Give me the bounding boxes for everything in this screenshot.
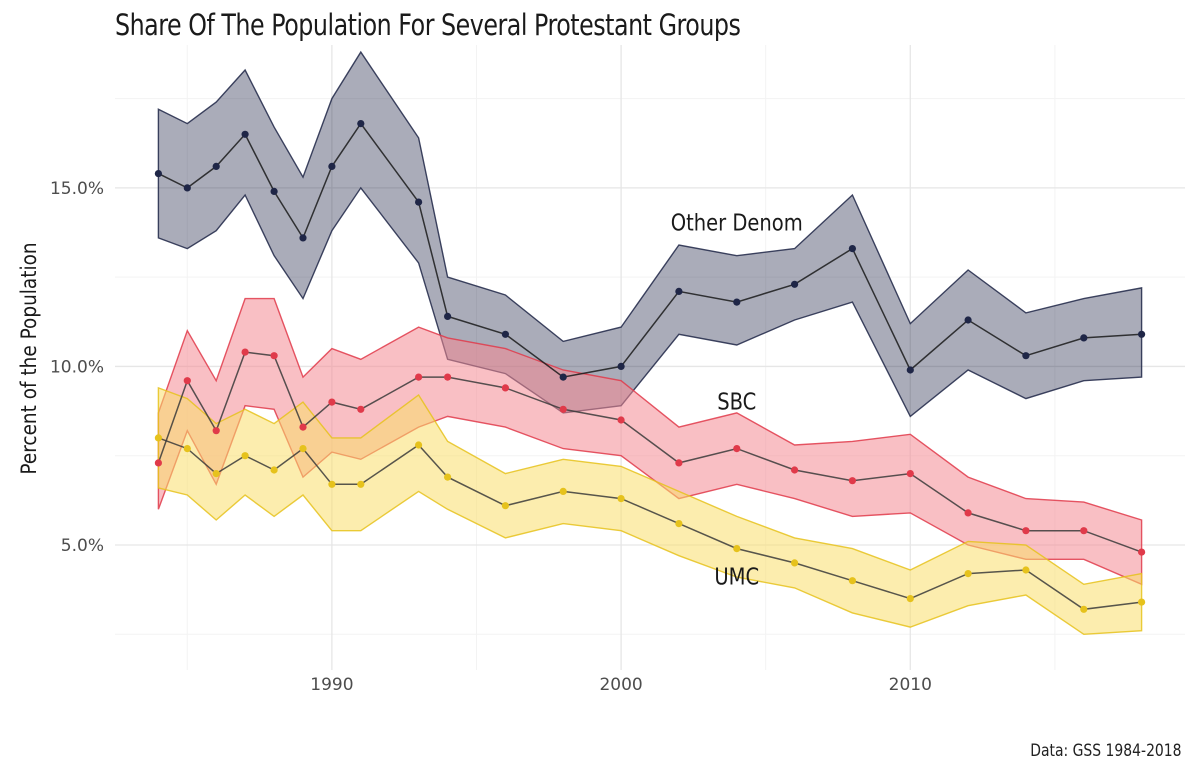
data-point-sbc	[299, 423, 307, 431]
axis-layer: 5.0% 10.0% 15.0% 1990 2000 2010 Percent of the…	[17, 179, 932, 695]
data-point-umc	[241, 452, 249, 460]
data-point-umc	[1080, 605, 1088, 613]
data-point-sbc	[906, 470, 914, 478]
data-point-sbc	[183, 377, 191, 385]
data-point-other-denom	[848, 245, 857, 253]
data-point-umc	[964, 570, 972, 578]
series-label-umc: UMC	[714, 564, 759, 591]
data-point-other-denom	[357, 120, 365, 128]
data-point-other-denom	[1080, 334, 1088, 342]
point-layer	[154, 120, 1146, 613]
series-line-other-denom	[158, 122, 1142, 378]
data-point-other-denom	[241, 130, 249, 138]
data-point-sbc	[733, 445, 741, 453]
data-point-sbc	[964, 509, 972, 517]
data-point-other-denom	[906, 366, 914, 374]
data-point-sbc	[270, 352, 278, 360]
data-point-other-denom	[154, 170, 162, 178]
label-layer: Other Denom SBC UMC	[671, 210, 803, 591]
chart-caption: Data: GSS 1984-2018	[1030, 741, 1182, 761]
data-point-sbc	[415, 373, 423, 381]
data-point-sbc	[444, 373, 452, 381]
x-tick-label: 1990	[310, 675, 353, 695]
data-point-umc	[299, 445, 307, 453]
data-point-sbc	[154, 459, 162, 467]
band-layer	[157, 50, 1143, 636]
data-point-other-denom	[675, 287, 683, 295]
y-tick-label: 5.0%	[61, 536, 104, 556]
data-point-sbc	[1022, 527, 1030, 535]
data-point-umc	[1022, 566, 1030, 574]
data-point-other-denom	[444, 312, 452, 320]
data-point-other-denom	[183, 184, 191, 192]
data-point-other-denom	[270, 187, 278, 195]
data-point-umc	[328, 480, 336, 488]
data-point-other-denom	[212, 162, 220, 170]
data-point-sbc	[212, 427, 220, 435]
data-point-sbc	[1080, 527, 1088, 535]
data-point-sbc	[1138, 548, 1146, 556]
data-point-umc	[183, 445, 191, 453]
data-point-other-denom	[1022, 352, 1030, 360]
data-point-sbc	[357, 405, 365, 413]
data-point-umc	[415, 441, 423, 449]
data-point-umc	[1138, 598, 1146, 606]
data-point-umc	[906, 595, 914, 603]
data-point-umc	[848, 577, 857, 585]
data-point-umc	[733, 545, 741, 553]
data-point-umc	[675, 520, 683, 528]
data-point-other-denom	[791, 280, 799, 288]
series-label-sbc: SBC	[717, 389, 756, 416]
data-point-sbc	[617, 416, 625, 424]
data-point-other-denom	[328, 162, 336, 170]
data-point-umc	[501, 502, 509, 510]
data-point-umc	[154, 434, 162, 442]
data-point-umc	[270, 466, 278, 474]
data-point-sbc	[501, 384, 509, 392]
data-point-umc	[559, 487, 567, 495]
data-point-umc	[617, 495, 625, 503]
data-point-other-denom	[559, 373, 567, 381]
data-point-sbc	[328, 398, 336, 406]
x-tick-label: 2000	[599, 675, 642, 695]
line-layer	[157, 122, 1142, 611]
data-point-other-denom	[501, 330, 509, 338]
series-label-other-denom: Other Denom	[671, 210, 803, 237]
confidence-band-other-denom	[157, 50, 1143, 418]
data-point-sbc	[848, 477, 857, 485]
y-tick-label: 10.0%	[50, 357, 104, 377]
data-point-other-denom	[617, 362, 625, 370]
data-point-other-denom	[299, 234, 307, 242]
data-point-other-denom	[733, 298, 741, 306]
data-point-sbc	[791, 466, 799, 474]
data-point-umc	[357, 480, 365, 488]
chart-title: Share Of The Population For Several Prot…	[115, 8, 741, 42]
data-point-sbc	[559, 405, 567, 413]
y-axis-title: Percent of the Population	[17, 242, 41, 474]
x-tick-label: 2010	[889, 675, 932, 695]
series-line-sbc	[157, 351, 1142, 553]
data-point-umc	[791, 559, 799, 567]
series-line-umc	[158, 437, 1142, 611]
y-tick-label: 15.0%	[50, 179, 104, 199]
data-point-umc	[444, 473, 452, 481]
data-point-sbc	[675, 459, 683, 467]
data-point-sbc	[241, 348, 249, 356]
data-point-other-denom	[964, 316, 972, 324]
data-point-umc	[212, 470, 220, 478]
data-point-other-denom	[1138, 330, 1146, 338]
data-point-other-denom	[415, 198, 423, 206]
